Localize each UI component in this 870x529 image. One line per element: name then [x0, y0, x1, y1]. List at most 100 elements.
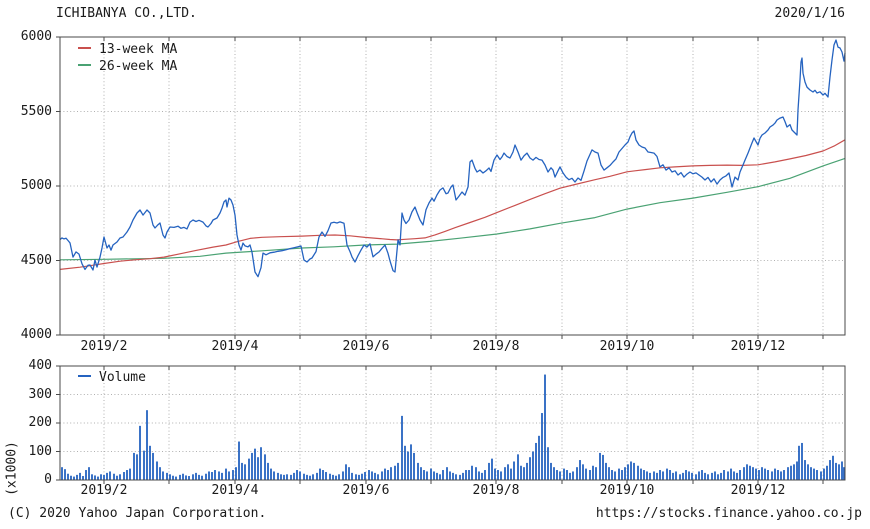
- volume-bar: [82, 476, 84, 480]
- volume-bar: [707, 474, 709, 480]
- volume-bar: [277, 472, 279, 480]
- volume-bar: [79, 472, 81, 480]
- volume-bar: [532, 451, 534, 480]
- volume-bar: [195, 472, 197, 480]
- volume-bar: [182, 473, 184, 480]
- volume-bar: [172, 475, 174, 480]
- volume-bar: [478, 471, 480, 480]
- volume-bar: [156, 461, 158, 480]
- volume-bar: [535, 442, 537, 480]
- volume-bar: [659, 470, 661, 480]
- volume-bar: [162, 471, 164, 480]
- source-url: https://stocks.finance.yahoo.co.jp: [595, 506, 862, 521]
- volume-bar: [618, 468, 620, 480]
- volume-bar: [599, 452, 601, 480]
- volume-bar: [801, 442, 803, 480]
- volume-bar: [510, 468, 512, 480]
- vol-x-tick-label: 2019/2: [80, 483, 128, 498]
- volume-bar: [767, 470, 769, 480]
- volume-bar: [348, 467, 350, 480]
- volume-legend-swatch: [78, 375, 91, 377]
- volume-bar: [714, 471, 716, 480]
- volume-bar: [679, 474, 681, 480]
- volume-bar: [675, 471, 677, 480]
- vol-x-tick-label: 2019/8: [472, 483, 520, 498]
- volume-bar: [813, 468, 815, 480]
- volume-bar: [319, 468, 321, 480]
- volume-bar: [572, 471, 574, 480]
- volume-bar: [88, 467, 90, 480]
- volume-bar: [698, 471, 700, 480]
- volume-bar: [149, 445, 151, 480]
- volume-bar: [420, 467, 422, 480]
- vol-y-tick-label: 300: [28, 386, 52, 402]
- copyright-text: (C) 2020 Yahoo Japan Corporation.: [8, 506, 267, 521]
- volume-bar: [556, 470, 558, 480]
- volume-bar: [329, 473, 331, 480]
- volume-bar: [462, 472, 464, 480]
- volume-bar: [793, 464, 795, 480]
- volume-bar: [361, 473, 363, 480]
- volume-bar: [76, 474, 78, 480]
- volume-bar: [146, 410, 148, 480]
- volume-bar: [119, 474, 121, 480]
- volume-bar: [232, 470, 234, 480]
- vol-y-tick-label: 200: [28, 415, 52, 430]
- volume-bar: [423, 470, 425, 480]
- volume-bar: [126, 470, 128, 480]
- volume-bar: [166, 472, 168, 480]
- price-line: [59, 39, 846, 278]
- volume-bar: [832, 455, 834, 480]
- ma26-line: [59, 157, 846, 261]
- ma13-line: [59, 139, 846, 270]
- volume-bar: [306, 474, 308, 480]
- volume-bar: [688, 471, 690, 480]
- legend-volume: Volume: [78, 370, 146, 386]
- volume-bar: [91, 474, 93, 480]
- volume-bar: [459, 474, 461, 480]
- volume-bar: [152, 452, 154, 480]
- volume-bar: [264, 454, 266, 480]
- vol-y-tick-label: 100: [28, 443, 52, 459]
- volume-bar: [205, 473, 207, 480]
- volume-bar: [563, 468, 565, 480]
- volume-bar: [585, 468, 587, 480]
- volume-bar: [225, 468, 227, 480]
- ma26-legend-label: 26-week MA: [99, 59, 178, 74]
- volume-bar: [611, 470, 613, 480]
- volume-bar: [816, 470, 818, 480]
- volume-bar: [280, 474, 282, 480]
- volume-bar: [582, 464, 584, 480]
- volume-bar: [436, 472, 438, 480]
- volume-bar: [228, 471, 230, 480]
- volume-bar: [497, 470, 499, 480]
- volume-bar: [602, 454, 604, 480]
- volume-bar: [309, 475, 311, 480]
- volume-bar: [208, 471, 210, 480]
- volume-bar: [394, 465, 396, 480]
- volume-bar: [764, 468, 766, 480]
- volume-bar: [608, 467, 610, 480]
- volume-bar: [730, 468, 732, 480]
- volume-bar: [507, 464, 509, 480]
- volume-bar: [544, 374, 546, 480]
- volume-bar: [783, 470, 785, 480]
- volume-bar: [251, 452, 253, 480]
- volume-bar: [123, 472, 125, 480]
- volume-bar: [185, 475, 187, 480]
- volume-bar: [296, 470, 298, 480]
- volume-bar: [235, 467, 237, 480]
- volume-bar: [720, 472, 722, 480]
- volume-bar: [312, 474, 314, 480]
- volume-bar: [410, 444, 412, 480]
- volume-bar: [192, 474, 194, 480]
- volume-bar: [238, 441, 240, 480]
- volume-bar: [627, 464, 629, 480]
- volume-bar: [672, 472, 674, 480]
- volume-bar: [364, 472, 366, 480]
- volume-bar: [417, 462, 419, 480]
- volume-bar: [579, 460, 581, 480]
- volume-bar: [595, 467, 597, 480]
- volume-bar: [520, 465, 522, 480]
- volume-bar: [430, 468, 432, 480]
